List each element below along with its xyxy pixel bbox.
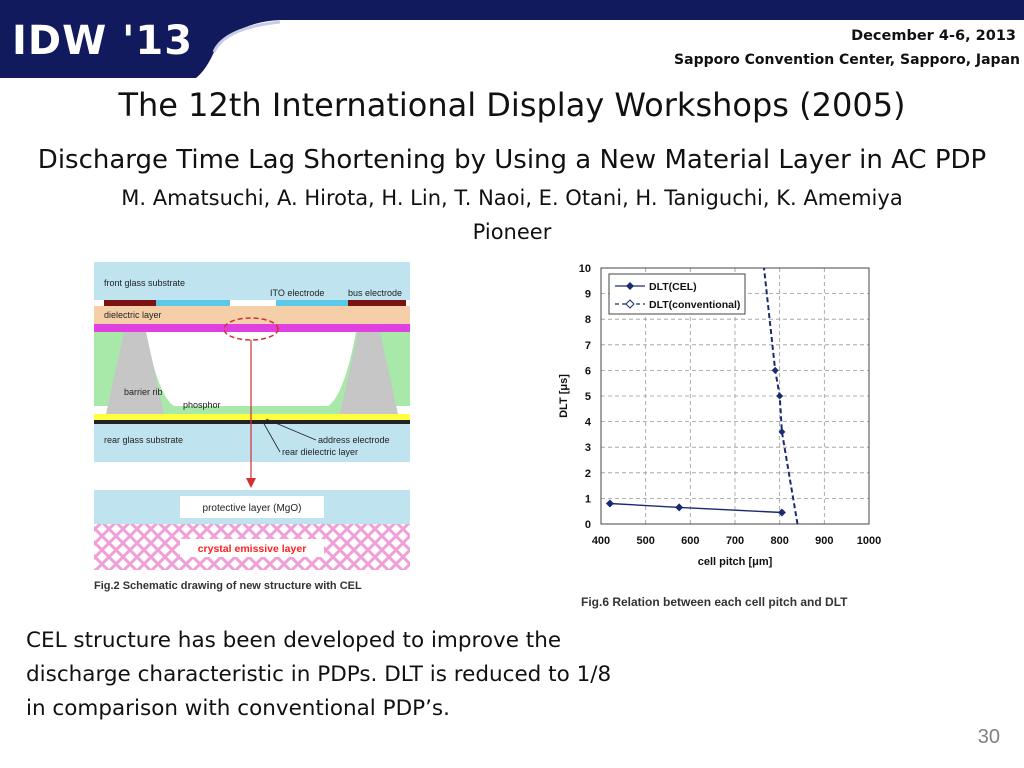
rear-dielectric-label: rear dielectric layer <box>282 447 358 457</box>
y-tick-label: 0 <box>585 519 591 531</box>
y-tick-label: 6 <box>585 365 591 377</box>
x-tick-label: 400 <box>592 535 610 547</box>
data-point-cel <box>777 508 786 517</box>
protective-layer-label: protective layer (MgO) <box>203 503 302 514</box>
chart-legend <box>608 273 746 315</box>
data-point-conventional <box>778 428 786 436</box>
phosphor-label: phosphor <box>183 400 221 410</box>
data-point-cel <box>675 503 684 512</box>
y-tick-label: 8 <box>585 314 591 326</box>
cel-label-box <box>180 539 324 557</box>
data-point-cel <box>605 499 614 508</box>
conference-date: December 4-6, 2013 <box>851 28 1016 44</box>
rear-dielectric-band <box>94 414 410 420</box>
address-electrode <box>94 420 410 424</box>
y-tick-label: 2 <box>585 468 591 480</box>
rear-dielectric-pointer <box>262 421 281 453</box>
ito-electrode-left <box>156 300 230 306</box>
bus-electrode-right <box>348 300 406 306</box>
summary-text: CEL structure has been developed to impr… <box>26 624 666 726</box>
barrier-rib-right <box>340 332 398 414</box>
series-line-cel <box>609 502 782 514</box>
data-point-conventional <box>771 366 779 374</box>
dielectric-layer-label: dielectric layer <box>104 310 162 320</box>
front-glass-label: front glass substrate <box>104 278 185 288</box>
conference-name: IDW '13 <box>12 18 194 64</box>
slide-number: 30 <box>977 726 1000 748</box>
y-axis-ticks: 0 1 2 3 4 5 6 7 8 9 10 <box>579 263 592 531</box>
x-tick-label: 600 <box>681 535 699 547</box>
chart-series <box>605 267 799 525</box>
paper-authors: M. Amatsuchi, A. Hirota, H. Lin, T. Naoi… <box>121 186 903 210</box>
zoom-arrow-head <box>246 478 256 488</box>
y-tick-label: 1 <box>585 493 591 505</box>
legend-marker-conventional <box>625 299 635 309</box>
summary-line: discharge characteristic in PDPs. DLT is… <box>26 662 612 687</box>
barrier-rib-left <box>106 332 164 414</box>
figure6-caption: Fig.6 Relation between each cell pitch a… <box>581 595 848 609</box>
y-axis-label: DLT [μs] <box>558 374 570 418</box>
front-glass-layer <box>94 262 410 300</box>
legend-marker-cel <box>626 282 634 290</box>
cel-label: crystal emissive layer <box>198 543 307 555</box>
chart-frame <box>600 267 870 525</box>
legend-label-cel: DLT(CEL) <box>649 281 697 293</box>
mgo-cel-band <box>94 324 410 332</box>
paper-affiliation: Pioneer <box>472 220 552 244</box>
x-tick-label: 500 <box>636 535 654 547</box>
ito-electrode-label: ITO electrode <box>270 288 324 298</box>
ito-electrode-right <box>276 300 348 306</box>
y-tick-label: 9 <box>585 289 591 301</box>
barrier-rib-label: barrier rib <box>124 387 163 397</box>
conference-venue: Sapporo Convention Center, Sapporo, Japa… <box>674 52 1020 68</box>
x-tick-label: 900 <box>815 535 833 547</box>
banner-swoosh <box>0 0 1024 78</box>
dlt-chart: 400 500 600 700 800 900 1000 0 1 2 3 4 5 6 7 8 9 10 DLT(… <box>558 263 881 609</box>
address-electrode-label: address electrode <box>318 435 390 445</box>
x-tick-label: 800 <box>770 535 788 547</box>
data-point-conventional <box>776 392 784 400</box>
highlight-ellipse <box>223 317 279 341</box>
rear-glass-label: rear glass substrate <box>104 435 183 445</box>
bus-electrode-left <box>104 300 156 306</box>
x-tick-label: 1000 <box>857 535 881 547</box>
dielectric-layer <box>94 306 410 324</box>
x-tick-label: 700 <box>726 535 744 547</box>
schematic-figure: front glass substrate ITO electrode bus … <box>94 262 410 592</box>
rear-glass-layer <box>94 424 410 462</box>
figure2-caption: Fig.2 Schematic drawing of new structure… <box>94 580 362 592</box>
x-axis-label: cell pitch [μm] <box>698 556 773 568</box>
address-pointer <box>265 418 317 441</box>
y-tick-label: 7 <box>585 340 591 352</box>
summary-line: in comparison with conventional PDP’s. <box>26 696 450 721</box>
x-axis-ticks: 400 500 600 700 800 900 1000 <box>592 535 881 547</box>
protective-layer-box <box>180 496 324 518</box>
legend-label-conventional: DLT(conventional) <box>649 299 740 311</box>
bus-electrode-label: bus electrode <box>348 288 402 298</box>
y-tick-label: 3 <box>585 442 591 454</box>
y-tick-label: 4 <box>585 417 592 429</box>
conference-banner: IDW '13 December 4-6, 2013 Sapporo Conve… <box>0 0 1024 78</box>
y-tick-label: 5 <box>585 391 591 403</box>
y-tick-label: 10 <box>579 263 591 275</box>
slide-title: The 12th International Display Workshops… <box>118 86 906 124</box>
paper-title: Discharge Time Lag Shortening by Using a… <box>37 145 987 175</box>
summary-line: CEL structure has been developed to impr… <box>26 628 562 653</box>
